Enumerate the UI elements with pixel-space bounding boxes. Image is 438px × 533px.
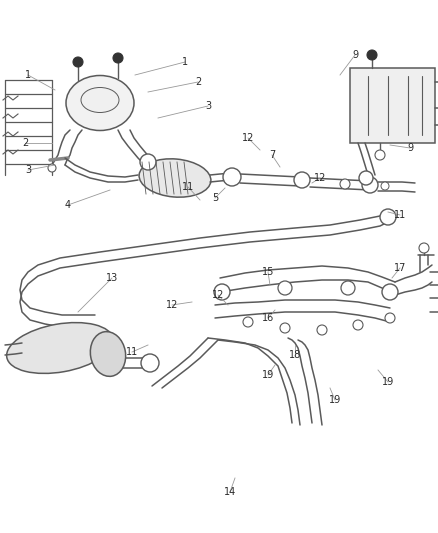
Text: 11: 11	[126, 347, 138, 357]
Circle shape	[113, 53, 123, 63]
Ellipse shape	[81, 87, 119, 112]
Circle shape	[381, 284, 397, 300]
Text: 14: 14	[223, 487, 236, 497]
Text: 12: 12	[166, 300, 178, 310]
Circle shape	[380, 182, 388, 190]
Circle shape	[277, 281, 291, 295]
Circle shape	[48, 164, 56, 172]
Text: 12: 12	[211, 290, 224, 300]
Text: 11: 11	[393, 210, 405, 220]
Ellipse shape	[139, 159, 210, 197]
Circle shape	[141, 354, 159, 372]
Circle shape	[279, 323, 290, 333]
Text: 17: 17	[393, 263, 405, 273]
Text: 7: 7	[268, 150, 275, 160]
Circle shape	[140, 154, 155, 170]
Text: 12: 12	[241, 133, 254, 143]
Bar	[349, 68, 434, 143]
Circle shape	[361, 177, 377, 193]
Text: 12: 12	[313, 173, 325, 183]
Text: 13: 13	[106, 273, 118, 283]
Circle shape	[316, 325, 326, 335]
Circle shape	[339, 179, 349, 189]
Text: 16: 16	[261, 313, 273, 323]
Text: 3: 3	[25, 165, 31, 175]
Circle shape	[374, 150, 384, 160]
Ellipse shape	[7, 322, 113, 374]
Circle shape	[384, 313, 394, 323]
Text: 19: 19	[381, 377, 393, 387]
Text: 2: 2	[194, 77, 201, 87]
Ellipse shape	[66, 76, 134, 131]
Text: 1: 1	[25, 70, 31, 80]
Text: 18: 18	[288, 350, 300, 360]
Text: 4: 4	[65, 200, 71, 210]
Text: 9: 9	[406, 143, 412, 153]
Circle shape	[358, 171, 372, 185]
Text: 11: 11	[181, 182, 194, 192]
Text: 9: 9	[351, 50, 357, 60]
Ellipse shape	[90, 332, 125, 376]
Circle shape	[213, 284, 230, 300]
Text: 2: 2	[22, 138, 28, 148]
Text: 19: 19	[328, 395, 340, 405]
Text: 5: 5	[212, 193, 218, 203]
Circle shape	[352, 320, 362, 330]
Circle shape	[366, 50, 376, 60]
Circle shape	[379, 209, 395, 225]
Text: 1: 1	[181, 57, 187, 67]
Text: 3: 3	[205, 101, 211, 111]
Circle shape	[340, 281, 354, 295]
Text: 15: 15	[261, 267, 274, 277]
Circle shape	[418, 243, 428, 253]
Circle shape	[73, 57, 83, 67]
Circle shape	[243, 317, 252, 327]
Circle shape	[293, 172, 309, 188]
Text: 19: 19	[261, 370, 273, 380]
Circle shape	[223, 168, 240, 186]
